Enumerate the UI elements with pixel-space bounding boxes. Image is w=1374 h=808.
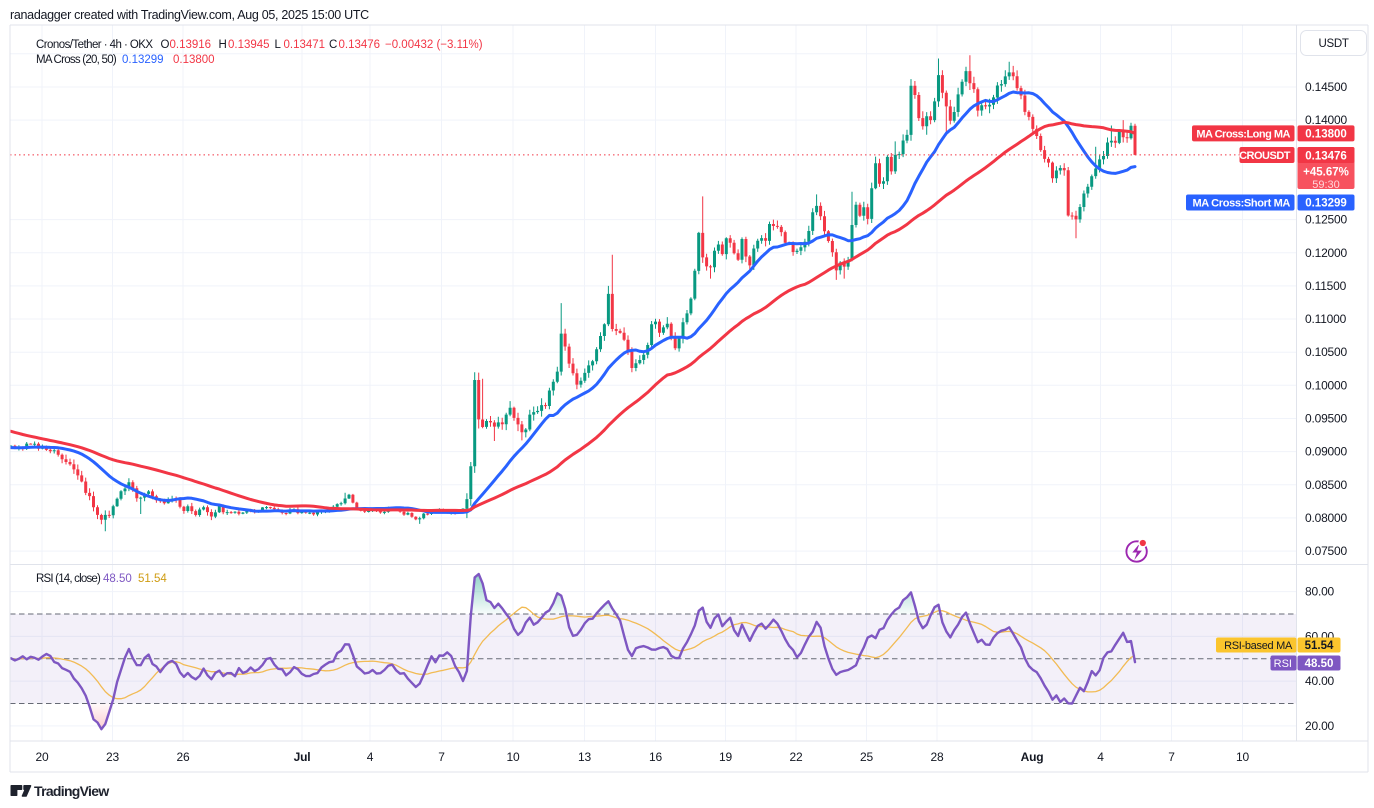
svg-text:0.10500: 0.10500 — [1305, 345, 1348, 359]
svg-text:20: 20 — [36, 750, 49, 764]
svg-text:40.00: 40.00 — [1305, 674, 1335, 688]
svg-text:−0.00432 (−3.11%): −0.00432 (−3.11%) — [385, 39, 483, 51]
svg-text:23: 23 — [106, 750, 119, 764]
svg-text:19: 19 — [719, 750, 732, 764]
svg-text:0.09500: 0.09500 — [1305, 412, 1348, 426]
svg-text:0.10000: 0.10000 — [1305, 378, 1348, 392]
svg-text:0.13945: 0.13945 — [228, 39, 270, 51]
svg-text:28: 28 — [931, 750, 944, 764]
svg-text:20.00: 20.00 — [1305, 719, 1335, 733]
svg-text:0.12500: 0.12500 — [1305, 213, 1348, 227]
svg-text:MA Cross:Short MA: MA Cross:Short MA — [1192, 198, 1290, 210]
svg-text:7: 7 — [438, 750, 445, 764]
svg-text:MA Cross (20, 50): MA Cross (20, 50) — [36, 54, 117, 66]
svg-text:26: 26 — [177, 750, 190, 764]
svg-text:Cronos/Tether · 4h · OKX: Cronos/Tether · 4h · OKX — [36, 39, 153, 51]
svg-text:0.07500: 0.07500 — [1305, 544, 1348, 558]
svg-text:0.09000: 0.09000 — [1305, 445, 1348, 459]
svg-text:Jul: Jul — [294, 750, 311, 764]
svg-text:0.12000: 0.12000 — [1305, 246, 1348, 260]
svg-text:RSI: RSI — [1274, 658, 1292, 670]
svg-text:L: L — [275, 39, 282, 51]
svg-text:0.13800: 0.13800 — [173, 54, 215, 66]
svg-text:C: C — [329, 39, 337, 51]
svg-text:0.13471: 0.13471 — [284, 39, 326, 51]
svg-text:+45.67%: +45.67% — [1303, 167, 1349, 179]
svg-text:0.11000: 0.11000 — [1305, 312, 1347, 326]
svg-text:51.54: 51.54 — [138, 573, 167, 585]
svg-text:10: 10 — [507, 750, 520, 764]
svg-text:4: 4 — [367, 750, 374, 764]
svg-text:RSI-based MA: RSI-based MA — [1224, 640, 1293, 652]
svg-text:MA Cross:Long MA: MA Cross:Long MA — [1196, 128, 1290, 140]
svg-text:48.50: 48.50 — [1305, 658, 1334, 670]
svg-text:0.13476: 0.13476 — [1305, 151, 1347, 163]
svg-text:0.13299: 0.13299 — [1305, 198, 1347, 210]
svg-text:0.14500: 0.14500 — [1305, 80, 1348, 94]
svg-text:0.08500: 0.08500 — [1305, 478, 1348, 492]
svg-text:0.13299: 0.13299 — [122, 54, 164, 66]
svg-text:7: 7 — [1168, 750, 1175, 764]
svg-text:CROUSDT: CROUSDT — [1239, 150, 1291, 162]
svg-text:22: 22 — [790, 750, 803, 764]
svg-text:25: 25 — [860, 750, 873, 764]
svg-text:10: 10 — [1236, 750, 1249, 764]
svg-text:0.14000: 0.14000 — [1305, 113, 1348, 127]
svg-text:48.50: 48.50 — [103, 573, 132, 585]
svg-text:0.13476: 0.13476 — [339, 39, 381, 51]
svg-text:USDT: USDT — [1318, 38, 1348, 50]
svg-text:59:30: 59:30 — [1312, 179, 1340, 191]
svg-text:4: 4 — [1097, 750, 1104, 764]
svg-text:RSI (14, close): RSI (14, close) — [36, 573, 101, 585]
svg-text:0.13800: 0.13800 — [1305, 128, 1347, 140]
svg-text:0.13916: 0.13916 — [170, 39, 212, 51]
svg-text:Aug: Aug — [1021, 750, 1044, 764]
svg-text:H: H — [219, 39, 227, 51]
svg-text:80.00: 80.00 — [1305, 585, 1335, 599]
svg-text:0.11500: 0.11500 — [1305, 279, 1347, 293]
svg-text:0.08000: 0.08000 — [1305, 511, 1348, 525]
svg-text:51.54: 51.54 — [1305, 640, 1334, 652]
svg-text:13: 13 — [578, 750, 591, 764]
svg-text:O: O — [161, 39, 170, 51]
svg-text:16: 16 — [649, 750, 662, 764]
